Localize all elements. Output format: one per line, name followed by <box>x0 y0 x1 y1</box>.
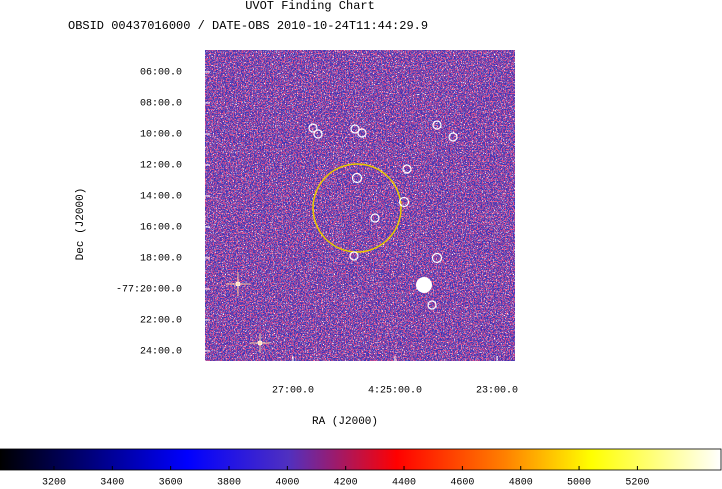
error-circle <box>312 163 402 253</box>
diffraction-spike <box>226 272 250 296</box>
source-region <box>431 252 443 264</box>
colorbar-tick-label: 3800 <box>217 478 241 489</box>
y-tick-label: 16:00.0 <box>140 223 182 234</box>
y-tick-label: -77:20:00.0 <box>116 285 182 296</box>
x-tick-label: 23:00.0 <box>476 386 518 397</box>
source-region <box>351 172 363 184</box>
colorbar-tick-label: 5000 <box>567 478 591 489</box>
source-region <box>357 128 367 138</box>
y-tick-label: 08:00.0 <box>140 99 182 110</box>
x-tick-label: 4:25:00.0 <box>368 386 422 397</box>
y-tick-label: 14:00.0 <box>140 192 182 203</box>
source-region <box>313 129 323 139</box>
colorbar-tick-label: 4200 <box>334 478 358 489</box>
source-region <box>350 124 360 134</box>
colorbar-tick-label: 5200 <box>625 478 649 489</box>
source-region <box>308 123 318 133</box>
y-tick-label: 10:00.0 <box>140 130 182 141</box>
bright-sources <box>226 272 432 353</box>
source-regions <box>308 120 458 310</box>
colorbar-tick-label: 4000 <box>275 478 299 489</box>
colorbar-tick-label: 3400 <box>100 478 124 489</box>
source-region <box>402 164 412 174</box>
colorbar <box>0 448 722 471</box>
colorbar-tick-label: 4400 <box>392 478 416 489</box>
diffraction-spike <box>250 333 270 353</box>
colorbar-tick-label: 3600 <box>159 478 183 489</box>
source-region <box>427 300 437 310</box>
source-region <box>448 132 458 142</box>
x-tick-label: 27:00.0 <box>272 386 314 397</box>
source-region <box>370 213 380 223</box>
bright-star <box>416 277 432 293</box>
y-tick-label: 12:00.0 <box>140 161 182 172</box>
source-region <box>432 120 442 130</box>
image-noise <box>205 50 515 361</box>
source-region <box>398 196 410 208</box>
source-region <box>349 251 359 261</box>
y-axis-label: Dec (J2000) <box>75 188 87 261</box>
x-axis-label: RA (J2000) <box>312 416 378 428</box>
colorbar-tick-label: 4600 <box>450 478 474 489</box>
colorbar-tick-label: 4800 <box>509 478 533 489</box>
chart-subtitle: OBSID 00437016000 / DATE-OBS 2010-10-24T… <box>68 19 428 33</box>
y-tick-label: 06:00.0 <box>140 68 182 79</box>
y-tick-label: 18:00.0 <box>140 254 182 265</box>
y-tick-label: 22:00.0 <box>140 316 182 327</box>
y-tick-label: 24:00.0 <box>140 347 182 358</box>
chart-title: UVOT Finding Chart <box>245 0 375 13</box>
colorbar-tick-label: 3200 <box>42 478 66 489</box>
sky-image <box>205 50 515 361</box>
